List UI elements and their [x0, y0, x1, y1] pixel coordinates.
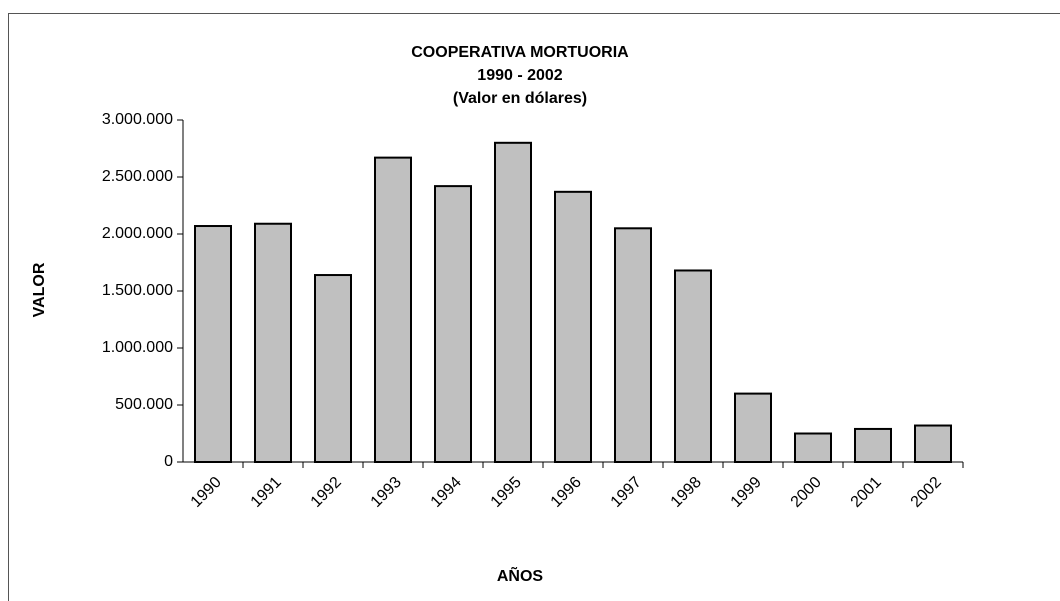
- y-axis-label: VALOR: [31, 262, 48, 317]
- x-tick-label: 2001: [848, 474, 885, 511]
- x-tick-label: 1996: [548, 474, 585, 511]
- y-tick-label: 1.500.000: [102, 282, 173, 299]
- x-tick-label: 1992: [308, 474, 345, 511]
- bar: [434, 185, 472, 463]
- bar: [854, 427, 892, 464]
- y-tick-label: 3.000.000: [102, 111, 173, 128]
- title: COOPERATIVA MORTUORIA 1990 - 2002 (Valor e…: [411, 44, 629, 107]
- bar: [314, 274, 352, 464]
- y-tick-label: 2.000.000: [102, 225, 173, 242]
- x-tick-label: 1991: [248, 474, 285, 511]
- x-tick-label: 1999: [728, 474, 765, 511]
- x-tick-label: 1995: [488, 474, 525, 511]
- bar: [614, 227, 652, 463]
- y-tick-label: 2.500.000: [102, 168, 173, 185]
- bar: [794, 432, 832, 463]
- chart-title: COOPERATIVA MORTUORIA: [411, 44, 629, 61]
- bar: [914, 424, 952, 463]
- bar: [674, 269, 712, 464]
- bar: [194, 225, 232, 463]
- y-tick-label: 0: [164, 453, 173, 470]
- x-tick-label: 1998: [668, 474, 705, 511]
- x-tick-label: 1997: [608, 474, 645, 511]
- bar: [734, 392, 772, 464]
- bar: [254, 222, 292, 463]
- x-tick-label: 1994: [428, 474, 465, 511]
- chart-title: (Valor en dólares): [453, 90, 587, 107]
- bar: [494, 141, 532, 464]
- bar: [374, 156, 412, 463]
- y-tick-label: 1.000.000: [102, 339, 173, 356]
- bar: [554, 190, 592, 463]
- x-tick-label: 2000: [788, 474, 825, 511]
- chart-title: 1990 - 2002: [477, 67, 563, 84]
- chart-frame: [8, 13, 1060, 601]
- x-tick-label: 2002: [908, 474, 945, 511]
- x-tick-label: 1993: [368, 474, 405, 511]
- y-tick-label: 500.000: [115, 396, 173, 413]
- x-tick-label: 1990: [188, 474, 225, 511]
- x-axis-label: AÑOS: [497, 565, 544, 585]
